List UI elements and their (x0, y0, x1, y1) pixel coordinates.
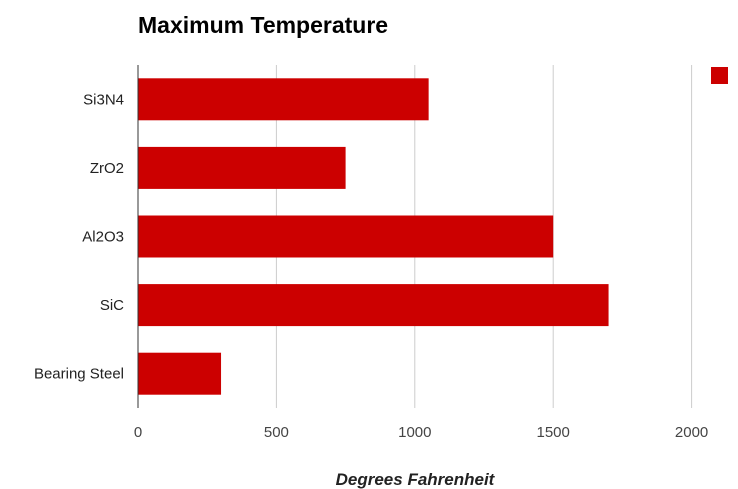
tick-label: 1500 (537, 424, 570, 441)
tick-label: 2000 (675, 424, 708, 441)
tick-label: 0 (134, 424, 142, 441)
category-label: ZrO2 (90, 160, 124, 177)
category-labels: Si3N4 ZrO2 Al2O3 SiC Bearing Steel (34, 91, 124, 382)
category-label: Al2O3 (82, 229, 124, 246)
tick-label: 500 (264, 424, 289, 441)
x-axis-title: Degrees Fahrenheit (336, 470, 496, 489)
tick-label: 1000 (398, 424, 431, 441)
category-label: Bearing Steel (34, 366, 124, 383)
chart-title: Maximum Temperature (138, 12, 388, 38)
category-label: SiC (100, 297, 124, 314)
bar (138, 215, 554, 258)
category-label: Si3N4 (83, 91, 124, 108)
bar (138, 146, 346, 189)
bar (138, 78, 429, 121)
legend-swatch (711, 67, 728, 84)
bar (138, 352, 222, 395)
bars (138, 78, 609, 395)
bar (138, 284, 609, 327)
tick-labels: 0 500 1000 1500 2000 (134, 424, 708, 441)
